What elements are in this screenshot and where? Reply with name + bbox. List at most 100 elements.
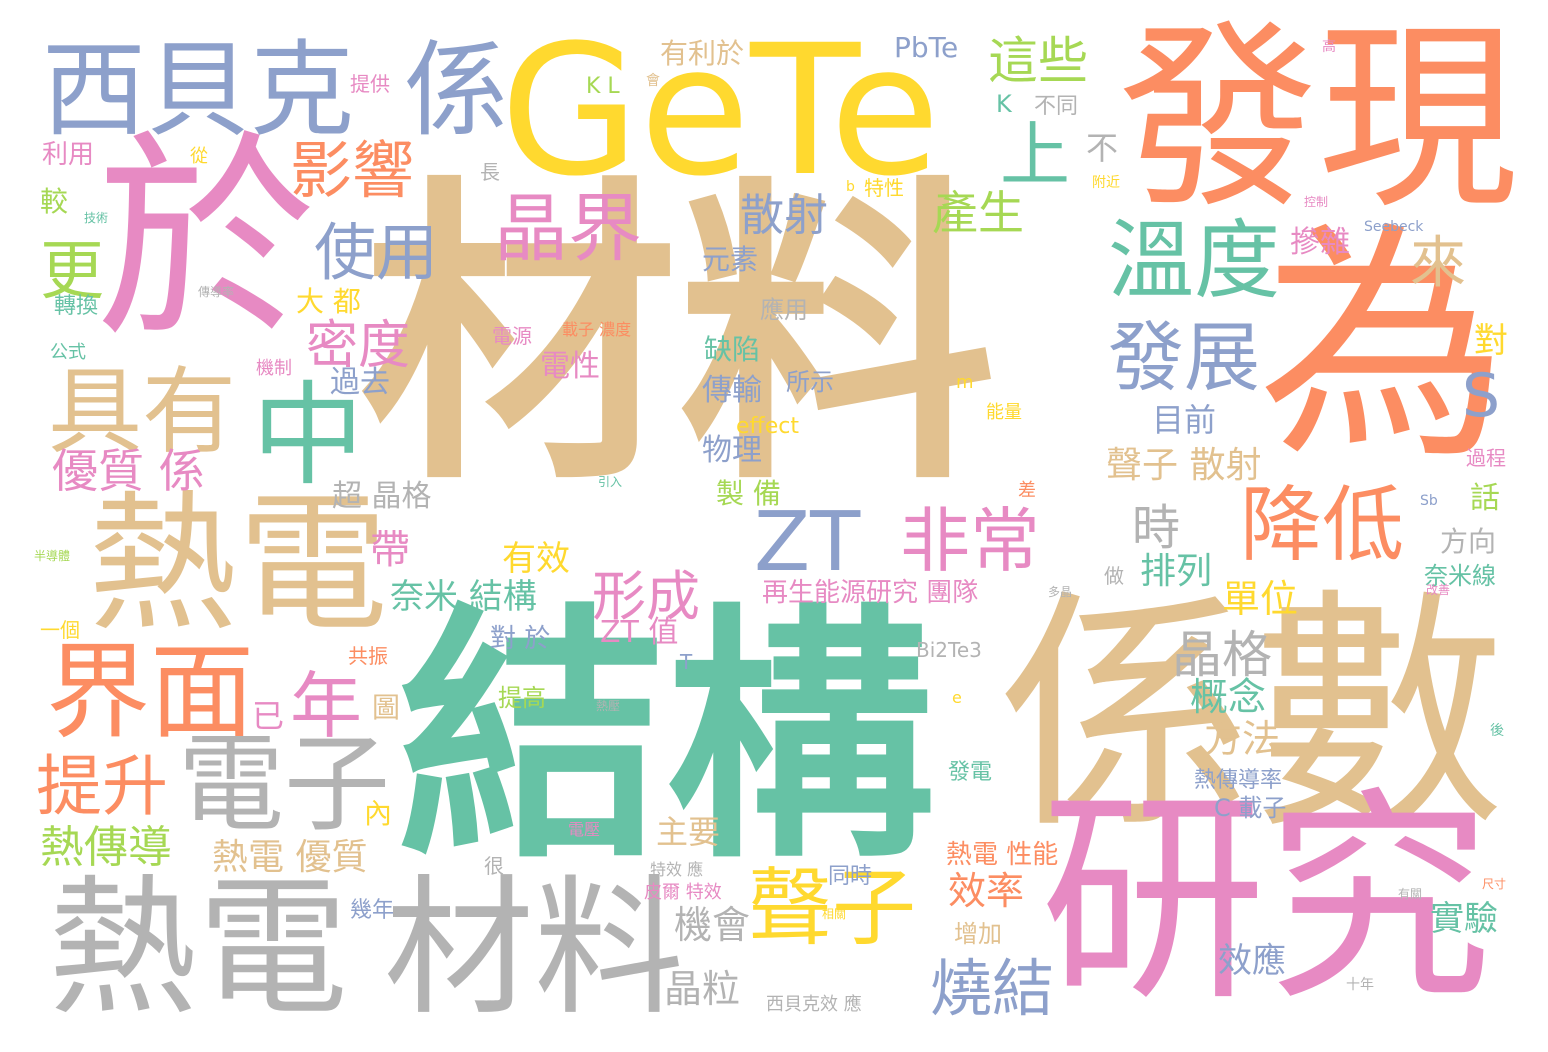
word-nei: 內 (364, 797, 393, 830)
word-k: K (996, 90, 1012, 118)
word-duiyu: 對 於 (490, 624, 551, 654)
word-gainian: 概念 (1190, 675, 1267, 719)
word-yige: 一個 (40, 618, 80, 642)
word-canza: 摻雜 (1290, 225, 1350, 260)
word-cailiao-gray: 材料 (384, 862, 685, 1036)
word-texing: 特性 (864, 176, 904, 200)
word-xibeike-xiaoying: 西貝克效 應 (766, 994, 862, 1015)
word-nami-jiegou: 奈米 結構 (390, 577, 537, 617)
word-jishu: 技術 (84, 211, 109, 225)
word-nengliang: 能量 (986, 402, 1022, 423)
word-zaisheng-nengyuan: 再生能源研究 團隊 (762, 578, 979, 608)
word-guoqu: 過去 (330, 365, 390, 400)
word-zhuanhuan: 轉換 (54, 294, 99, 319)
word-yingxiang: 影響 (290, 134, 415, 207)
word-geng: 更 (40, 235, 104, 309)
word-dianxing: 電性 (540, 349, 600, 384)
word-kongzhi: 控制 (1304, 195, 1329, 209)
word-hou: 後 (1490, 723, 1504, 739)
word-yanjiu-large: 研究 (1040, 769, 1493, 1032)
word-yuansu: 元素 (702, 243, 759, 276)
word-fangfa: 方法 (1204, 717, 1281, 761)
word-chansheng: 產生 (932, 186, 1024, 240)
word-suoshi: 所示 (786, 368, 834, 396)
word-pier-texiao: 皮爾 特效 (644, 882, 722, 903)
word-t: T (680, 650, 693, 674)
word-gete-large: GeTe (500, 7, 941, 216)
word-dianyuan: 電源 (492, 324, 532, 348)
word-yi: 已 (252, 697, 285, 735)
word-jinian: 幾年 (350, 898, 395, 923)
word-m: m (956, 372, 974, 393)
word-jingjie: 晶界 (494, 186, 642, 272)
word-feichang: 非常 (900, 500, 1040, 582)
word-bu: 不 (1086, 129, 1119, 167)
word-jiangdi: 降低 (1240, 478, 1405, 573)
word-pailie: 排列 (1140, 551, 1213, 592)
word-quexian: 缺陷 (704, 333, 761, 366)
word-fangxiang: 方向 (1440, 525, 1497, 558)
word-bandaoti: 半導體 (34, 549, 71, 563)
word-redian-xingneng: 熱電 性能 (946, 840, 1059, 870)
word-gongzhen: 共振 (348, 644, 388, 668)
word-xiangguan: 相關 (822, 907, 847, 921)
word-shi: 時 (1132, 500, 1181, 556)
word-danwei: 單位 (1222, 577, 1299, 621)
word-nami-xian: 奈米線 (1424, 562, 1496, 590)
word-redian-gray: 熱電 (48, 862, 349, 1036)
word-jingli: 晶粒 (664, 967, 741, 1011)
word-zt: ZT (754, 495, 861, 590)
word-fujin: 附近 (1092, 175, 1120, 191)
word-wuli: 物理 (702, 433, 762, 468)
word-midu: 密度 (306, 316, 411, 376)
word-redian-tan: 熱電 (88, 478, 389, 652)
word-hua: 話 (1470, 481, 1500, 516)
word-shengzi-large: 聲子 (748, 859, 917, 957)
word-redian-youzhi: 熱電 優質 (212, 837, 368, 878)
word-zaizi-nongdu: 載子 濃度 (562, 320, 632, 339)
word-jizhi: 機制 (256, 358, 292, 379)
word-pbte: PbTe (894, 31, 959, 64)
word-xi-blue: 係 (404, 29, 509, 151)
word-xishu-large: 係數 (998, 567, 1506, 863)
word-dianzi: 電子 (178, 723, 390, 846)
word-chang: 長 (480, 160, 500, 184)
word-lai: 來 (1410, 231, 1466, 296)
word-zhibei: 製 備 (716, 477, 781, 510)
word-chicun: 尺寸 (1482, 877, 1507, 891)
word-sb: Sb (1420, 493, 1438, 509)
word-butong: 不同 (1034, 94, 1079, 119)
word-chuanshu: 傳輸 (702, 373, 762, 408)
word-chuandaolv: 傳導率 (198, 285, 235, 299)
word-seebeck: Seebeck (1364, 219, 1424, 235)
word-bi2te3: Bi2Te3 (916, 638, 982, 662)
word-jiemian: 界面 (46, 631, 255, 753)
word-wei-large: 為 (1258, 201, 1508, 492)
word-yingyong: 應用 (760, 296, 808, 324)
word-muqian: 目前 (1152, 401, 1217, 439)
word-cailiao-large: 材料 (360, 152, 996, 522)
word-gao: 高 (1322, 39, 1336, 55)
word-fadian: 發電 (948, 760, 993, 785)
word-shang: 上 (1000, 114, 1070, 196)
word-yu-large: 於 (96, 112, 317, 368)
word-zengjia: 增加 (954, 920, 1002, 948)
word-tisheng: 提升 (36, 748, 168, 825)
word-b: b (846, 179, 855, 195)
word-xibeike: 西貝克 (42, 29, 355, 151)
word-zuo: 做 (1104, 564, 1124, 588)
word-zhong: 中 (252, 371, 364, 501)
word-jiegou-large: 結構 (398, 583, 934, 895)
word-zhuyao: 主要 (656, 813, 721, 851)
word-shinian: 十年 (1346, 977, 1374, 993)
word-texiaoying: 特效 應 (650, 860, 704, 879)
word-youliyu: 有利於 (660, 37, 745, 70)
word-xiaolv: 效率 (948, 869, 1025, 913)
word-cong: 從 (190, 146, 208, 167)
word-jihui: 機會 (674, 903, 751, 947)
word-duojing: 多晶 (1048, 585, 1073, 599)
word-dianya: 電壓 (568, 820, 601, 839)
word-hui: 會 (646, 73, 660, 89)
word-reya: 熱壓 (596, 699, 621, 713)
